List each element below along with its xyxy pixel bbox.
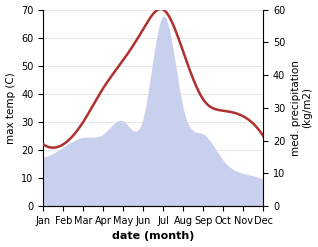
X-axis label: date (month): date (month) <box>112 231 194 242</box>
Y-axis label: max temp (C): max temp (C) <box>5 72 16 144</box>
Y-axis label: med. precipitation
(kg/m2): med. precipitation (kg/m2) <box>291 60 313 156</box>
